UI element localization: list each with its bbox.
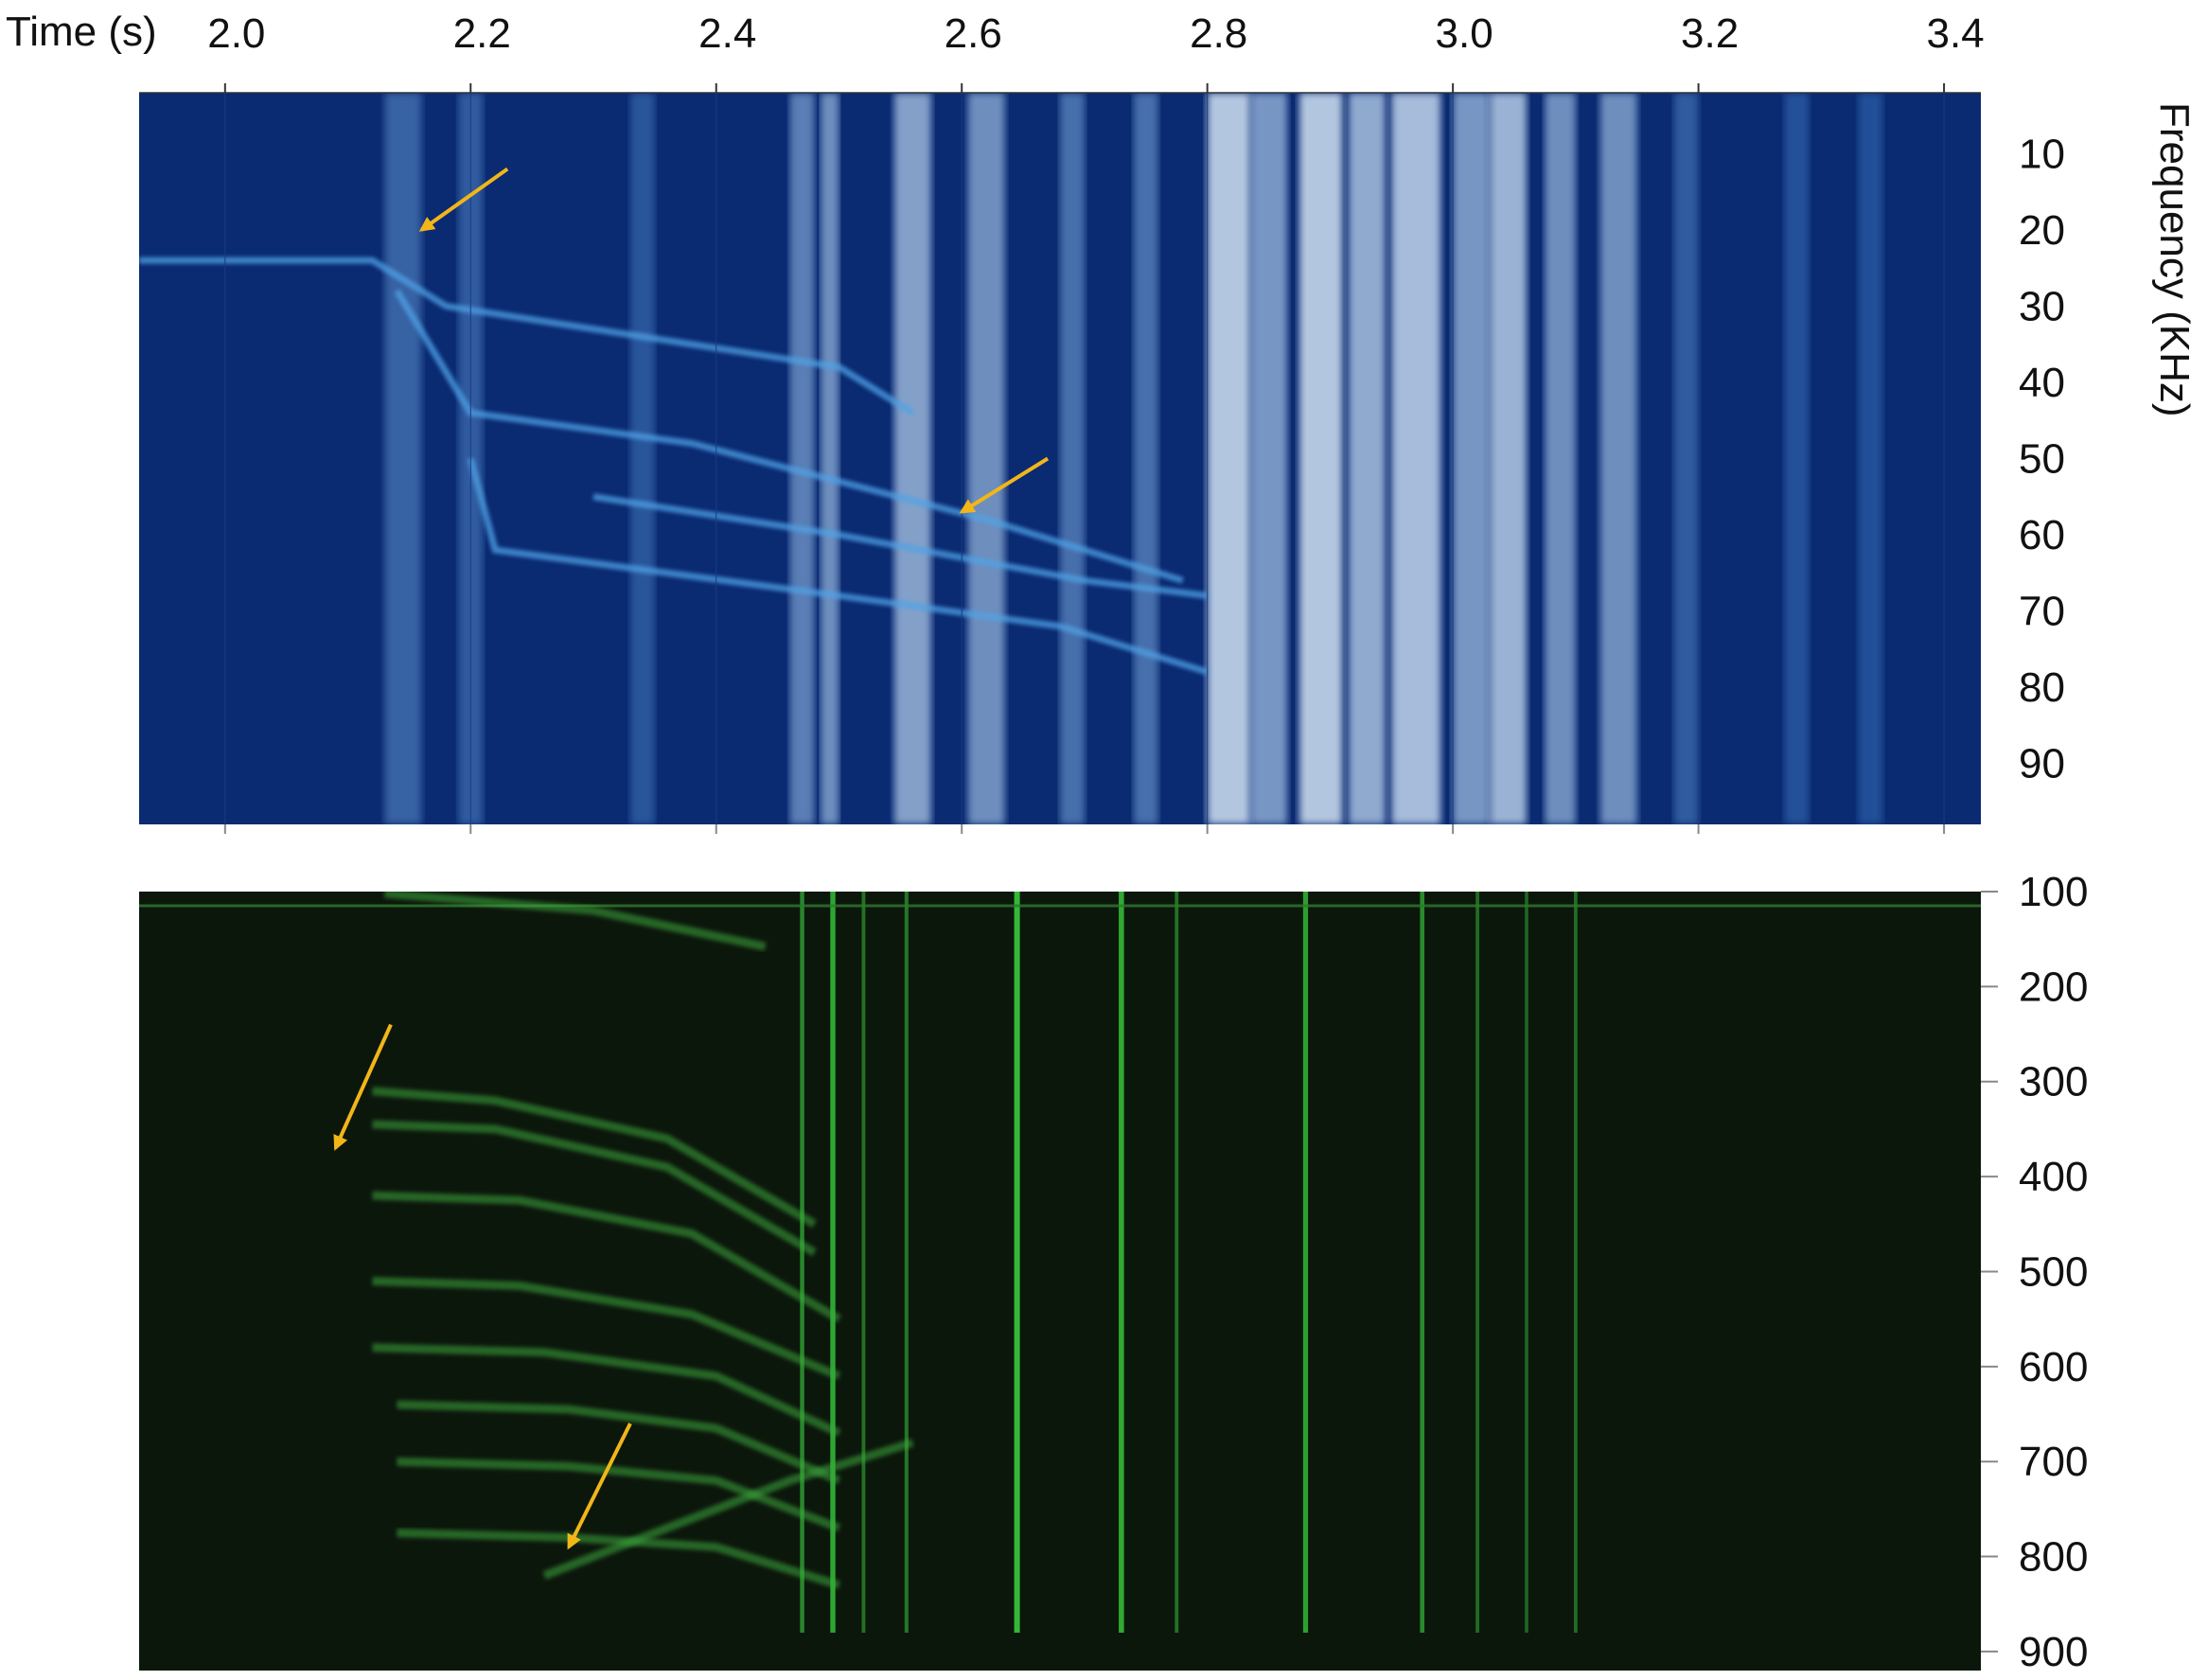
top-y-tick-label: 10 — [2019, 131, 2065, 177]
top-bright-band — [1490, 93, 1527, 824]
bottom-ridge — [372, 1087, 817, 1229]
top-bright-band — [821, 93, 839, 824]
top-y-tick-label: 20 — [2019, 207, 2065, 254]
top-bright-band — [893, 93, 931, 824]
top-bright-band — [1673, 93, 1699, 824]
top-ridge — [394, 289, 1184, 584]
bottom-spectrogram-panel: 100 200 300 400 500 600 700 800 900 — [139, 869, 2088, 1675]
bottom-y-tick-label: 900 — [2019, 1629, 2088, 1675]
top-y-tick-label: 40 — [2019, 360, 2065, 406]
top-y-tick-label: 30 — [2019, 283, 2065, 329]
top-y-tick-label: 90 — [2019, 741, 2065, 787]
top-bright-band — [1784, 93, 1810, 824]
top-bright-band — [789, 93, 815, 824]
x-tick-label: 2.2 — [453, 10, 511, 57]
bottom-y-tick-label: 600 — [2019, 1344, 2088, 1390]
bottom-annotations — [333, 1023, 632, 1550]
bottom-y-tick-label: 200 — [2019, 964, 2088, 1010]
annotation-arrow — [959, 456, 1050, 514]
top-bright-band — [629, 93, 655, 824]
top-annotations — [418, 167, 1050, 514]
bottom-ridge — [384, 892, 767, 951]
top-bright-band — [1391, 93, 1441, 824]
bottom-ridge — [372, 1191, 841, 1323]
bottom-bright-lines — [139, 892, 1981, 1633]
top-y-tick-label: 70 — [2019, 589, 2065, 635]
top-y-tick-label: 80 — [2019, 664, 2065, 711]
top-bright-band — [1599, 93, 1637, 824]
annotation-arrow — [333, 1023, 393, 1151]
top-bright-band — [384, 93, 422, 824]
x-tick-label: 2.0 — [207, 10, 265, 57]
top-ridge — [467, 457, 1209, 676]
top-y-tick-label: 60 — [2019, 512, 2065, 558]
x-tick-label: 2.8 — [1190, 10, 1247, 57]
top-spectrogram-panel: 2.0 2.2 2.4 2.6 2.8 3.0 3.2 3.4 10 20 30 40 50 60 70 8… — [139, 10, 2065, 834]
top-bright-band — [967, 93, 1005, 824]
top-bright-band — [1348, 93, 1386, 824]
x-tick-label: 2.6 — [945, 10, 1002, 57]
x-tick-label: 2.4 — [698, 10, 756, 57]
bottom-y-tick-label: 800 — [2019, 1534, 2088, 1581]
bottom-ridge — [397, 1400, 841, 1485]
bottom-ridge — [397, 1528, 840, 1589]
top-y-axis-ticks: 10 20 30 40 50 60 70 80 90 — [2019, 131, 2065, 787]
bottom-y-tick-label: 400 — [2019, 1154, 2088, 1200]
top-bright-band — [1545, 93, 1576, 824]
bottom-ridge — [542, 1438, 914, 1580]
x-tick-label: 3.4 — [1926, 10, 1984, 57]
bottom-y-tick-label: 100 — [2019, 869, 2088, 915]
top-bright-band — [1250, 93, 1288, 824]
annotation-arrow — [418, 167, 509, 232]
top-bright-band — [1133, 93, 1158, 824]
x-tick-label: 3.0 — [1436, 10, 1493, 57]
x-tick-label: 3.2 — [1681, 10, 1739, 57]
bottom-ridge — [372, 1120, 817, 1257]
top-bright-band — [1298, 93, 1343, 824]
x-axis-title: Time (s) — [6, 9, 157, 55]
top-bright-band — [1060, 93, 1085, 824]
top-y-tick-label: 50 — [2019, 436, 2065, 483]
bottom-ridge — [372, 1343, 841, 1438]
bottom-ridges — [372, 892, 914, 1589]
y-axis-title: Frequency (KHz) — [2151, 102, 2198, 417]
bottom-y-axis-ticks: 100 200 300 400 500 600 700 800 900 — [1981, 869, 2088, 1675]
bottom-ridge — [397, 1457, 841, 1532]
annotation-arrow — [567, 1423, 632, 1550]
top-bright-band — [1207, 93, 1251, 824]
bottom-y-tick-label: 500 — [2019, 1248, 2088, 1295]
top-bright-band — [1453, 93, 1491, 824]
bottom-y-tick-label: 700 — [2019, 1439, 2088, 1485]
bottom-ridge — [372, 1277, 841, 1381]
top-bright-bands — [384, 93, 1883, 824]
top-ridge — [139, 256, 915, 416]
top-bright-band — [1858, 93, 1883, 824]
bottom-y-tick-label: 300 — [2019, 1059, 2088, 1105]
x-axis-ticks: 2.0 2.2 2.4 2.6 2.8 3.0 3.2 3.4 — [207, 10, 1985, 834]
